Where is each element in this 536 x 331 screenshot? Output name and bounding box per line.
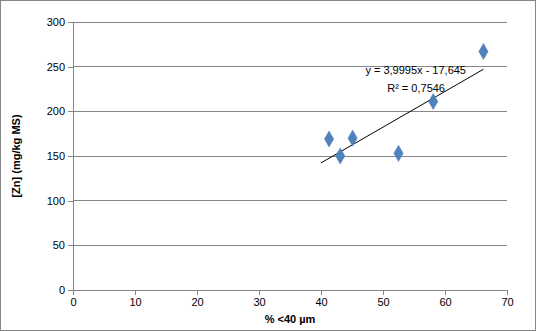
grid-line [73,22,507,23]
trendline [321,69,483,163]
grid-line [73,290,507,291]
x-tick-label: 40 [315,296,327,308]
x-axis-title: % <40 µm [265,313,316,325]
x-tick-label: 60 [439,296,451,308]
point [429,93,438,109]
y-tick: 150 [47,150,73,162]
y-axis: 0 50 100 150 200 250 300 [47,16,74,296]
x-tick: 60 [439,290,451,308]
x-tick: 20 [191,290,203,308]
marks [321,43,488,164]
trendline-equation: y = 3,9995x - 17,645 [365,64,466,76]
grid-line [73,111,507,112]
y-tick-mark [68,156,73,157]
y-tick-label: 0 [59,284,65,296]
x-tick: 50 [377,290,389,308]
y-tick-label: 150 [47,150,65,162]
y-tick: 300 [47,16,73,28]
x-tick: 70 [501,290,513,308]
grid-line [73,200,507,201]
y-axis-title: [Zn] (mg/kg MS) [10,114,22,197]
y-tick-label: 200 [47,105,65,117]
y-tick: 200 [47,105,73,117]
chart: 0 10 20 30 40 50 60 70 0 50 100 150 200 250 300 y = 3,9… [0,0,536,331]
x-axis-line [74,290,508,291]
y-tick-label: 100 [47,195,65,207]
point [479,43,488,59]
point [324,131,333,147]
x-axis: 0 10 20 30 40 50 60 70 [70,290,513,308]
point [348,130,357,146]
x-tick-label: 50 [377,296,389,308]
y-tick-mark [68,245,73,246]
x-tick-mark [445,290,446,295]
y-tick-mark [68,22,73,23]
y-tick-label: 300 [47,16,65,28]
y-tick-mark [68,201,73,202]
chart-border [1,1,536,331]
x-tick-mark [321,290,322,295]
y-tick-mark [68,111,73,112]
x-tick-mark [73,290,74,295]
x-tick-label: 10 [129,296,141,308]
x-tick: 0 [70,290,76,308]
y-tick: 50 [53,239,73,251]
y-tick-label: 50 [53,239,65,251]
x-tick: 30 [253,290,265,308]
y-tick: 100 [47,195,73,207]
y-tick-label: 250 [47,61,65,73]
grid [73,22,507,290]
point [336,148,345,164]
x-tick-label: 70 [501,296,513,308]
y-tick-mark [68,67,73,68]
x-tick-label: 30 [253,296,265,308]
grid-line [73,245,507,246]
x-tick-mark [507,290,508,295]
y-tick: 0 [59,284,73,296]
x-tick-mark [197,290,198,295]
grid-line [73,156,507,157]
x-tick-mark [135,290,136,295]
y-tick: 250 [47,61,73,73]
x-tick: 10 [129,290,141,308]
x-tick-mark [383,290,384,295]
x-tick-label: 0 [70,296,76,308]
x-tick-label: 20 [191,296,203,308]
y-axis-line [73,23,74,291]
x-tick-mark [259,290,260,295]
trendline-r2: R² = 0,7546 [387,82,445,94]
x-tick: 40 [315,290,327,308]
point [394,145,403,161]
plot: 0 10 20 30 40 50 60 70 0 50 100 150 200 250 300 [47,16,514,308]
y-tick-mark [68,290,73,291]
